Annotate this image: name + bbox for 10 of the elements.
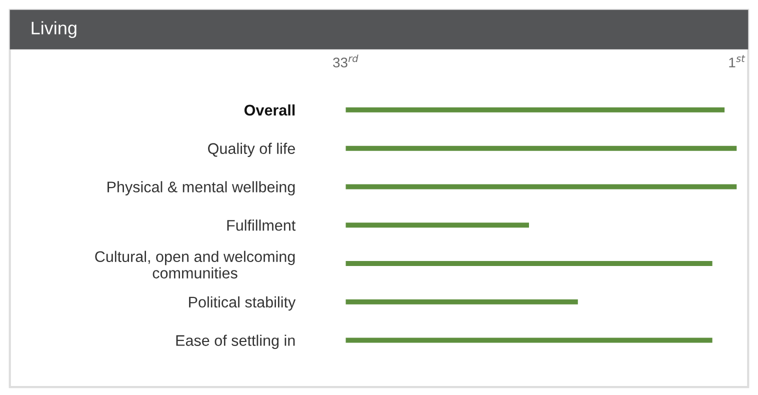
x-tick-label: 1$^{st}$ (729, 55, 746, 68)
y-tick-label: Fulfillment (227, 220, 296, 231)
y-tick-label: Ease of settling in (176, 334, 295, 349)
y-tick-label: Physical & mental wellbeing (108, 181, 295, 196)
y-tick-label: Quality of life (208, 142, 295, 158)
text: Living (32, 21, 76, 38)
x-tick-label: 33$^{rd}$ (333, 54, 358, 68)
y-tick-label: Cultural, open and welcoming communities (95, 250, 295, 279)
y-tick-label: Overall (244, 104, 295, 116)
y-tick-label: Political stability (189, 296, 296, 311)
